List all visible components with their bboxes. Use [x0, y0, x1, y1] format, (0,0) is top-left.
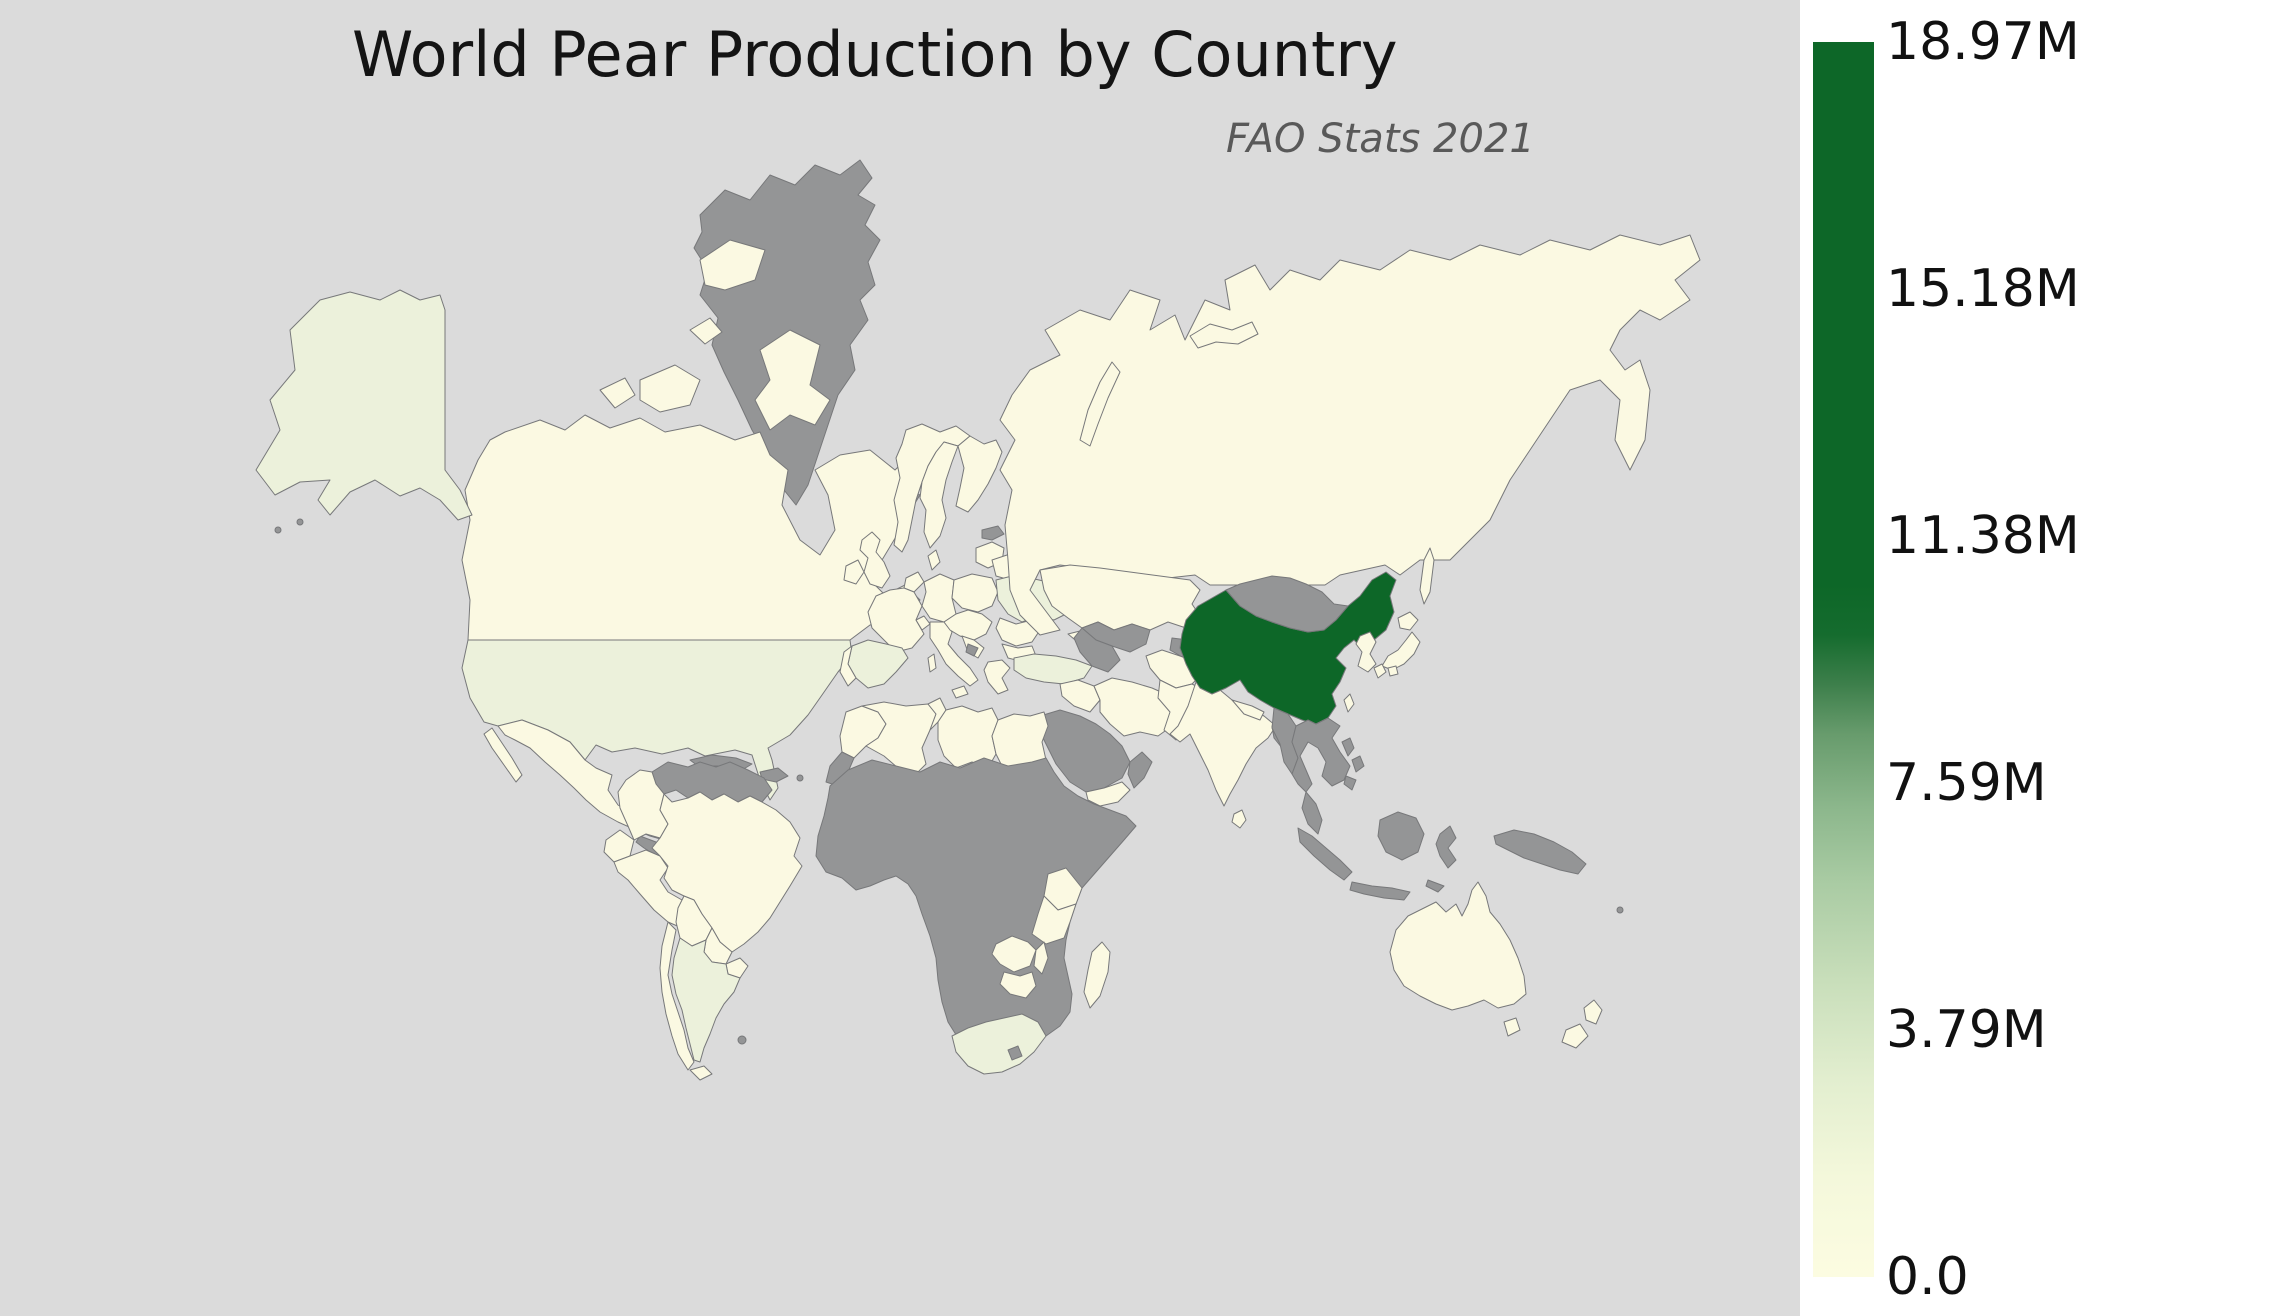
country-sumatra [1297, 827, 1353, 881]
country-greece [983, 659, 1011, 695]
country-ireland [843, 559, 865, 585]
colorbar-legend: 18.97M 15.18M 11.38M 7.59M 3.79M 0.0 [1800, 0, 2273, 1316]
country-finland [955, 435, 1003, 513]
country-tanzania [1031, 895, 1077, 945]
country-venezuela-guyanas [651, 761, 773, 803]
country-poland [951, 573, 999, 613]
country-turkey [1013, 653, 1093, 685]
chart-title: World Pear Production by Country [352, 18, 1398, 91]
country-saudi-arabia [1037, 709, 1131, 793]
country-kazakhstan [1039, 564, 1201, 631]
colorbar-tick: 15.18M [1886, 259, 2080, 319]
country-philippines [1341, 737, 1355, 757]
country-new-guinea [1493, 829, 1587, 875]
country-central-europe [943, 609, 993, 641]
aleutian-island [274, 526, 282, 534]
country-japan [1397, 611, 1419, 631]
country-tierra-del-fuego [689, 1065, 713, 1081]
map-panel: World Pear Production by Country FAO Sta… [0, 0, 1800, 1316]
country-spain [847, 639, 909, 689]
country-korea [1355, 631, 1377, 673]
country-arctic-island [599, 377, 636, 409]
country-malay-peninsula [1301, 791, 1323, 835]
country-arctic-island [699, 239, 766, 291]
country-timor [1425, 879, 1445, 893]
country-philippines [1343, 775, 1357, 791]
country-bosnia [965, 643, 979, 657]
country-estonia [981, 525, 1005, 541]
country-baja-california [483, 727, 523, 783]
country-sicily [951, 685, 969, 699]
country-sulawesi [1435, 825, 1457, 869]
country-arctic-island [639, 364, 701, 413]
country-south-africa [951, 1013, 1047, 1075]
country-sakhalin [1419, 547, 1435, 605]
country-malawi [1033, 941, 1049, 975]
colorbar-tick: 7.59M [1886, 753, 2047, 813]
chart-subtitle: FAO Stats 2021 [1226, 116, 1535, 162]
pacific-island [1616, 906, 1624, 914]
country-denmark [927, 549, 941, 571]
country-algeria [861, 701, 937, 777]
country-yemen [1085, 781, 1131, 807]
country-oman [1127, 751, 1153, 789]
country-indochina [1291, 717, 1351, 793]
colorbar-tick: 3.79M [1886, 1000, 2047, 1060]
country-india [1169, 667, 1277, 807]
region-subsaharan-africa [815, 757, 1137, 1055]
country-france [867, 587, 925, 653]
country-japan [1381, 631, 1421, 671]
colorbar-gradient [1813, 42, 1874, 1277]
country-svalbard [1189, 321, 1259, 349]
country-lesotho [1007, 1045, 1023, 1061]
country-zimbabwe [999, 971, 1037, 999]
country-norway [893, 423, 971, 553]
country-canada [461, 414, 931, 641]
country-uk [859, 531, 891, 589]
country-new-zealand [1583, 999, 1603, 1025]
country-zambia [991, 935, 1037, 973]
aleutian-island [296, 518, 304, 526]
country-japan [1387, 665, 1399, 677]
world-map [255, 159, 1701, 1081]
country-novaya-zemlya [1079, 361, 1121, 447]
country-mongolia [1225, 575, 1349, 633]
country-alaska [255, 289, 473, 521]
country-chile [659, 921, 695, 1071]
country-new-zealand [1561, 1023, 1589, 1049]
country-falklands [737, 1035, 747, 1045]
country-australia [1389, 881, 1527, 1011]
country-iraq [1059, 679, 1101, 713]
colorbar-tick-min: 0.0 [1886, 1247, 1969, 1307]
country-java [1349, 881, 1411, 901]
country-argentina [671, 937, 741, 1063]
colorbar-tick-max: 18.97M [1886, 12, 2080, 72]
country-borneo [1377, 811, 1425, 861]
country-nepal [1231, 699, 1265, 721]
country-tasmania [1503, 1017, 1521, 1037]
country-sri-lanka [1231, 809, 1247, 829]
country-arctic-island [689, 317, 723, 345]
country-sardinia [927, 653, 937, 673]
country-arctic-island [754, 329, 831, 431]
country-turkmenistan [1073, 627, 1121, 673]
country-benelux [903, 571, 925, 593]
country-italy [929, 621, 979, 687]
country-portugal [839, 645, 857, 687]
country-libya [937, 705, 999, 769]
colorbar-tick: 11.38M [1886, 506, 2080, 566]
country-taiwan [1343, 693, 1355, 713]
country-sweden [919, 441, 959, 549]
country-romania [995, 617, 1041, 647]
country-puerto-rico [796, 774, 804, 782]
country-japan [1373, 663, 1387, 679]
country-philippines [1351, 755, 1365, 773]
country-madagascar [1083, 941, 1111, 1009]
country-germany [921, 573, 957, 623]
